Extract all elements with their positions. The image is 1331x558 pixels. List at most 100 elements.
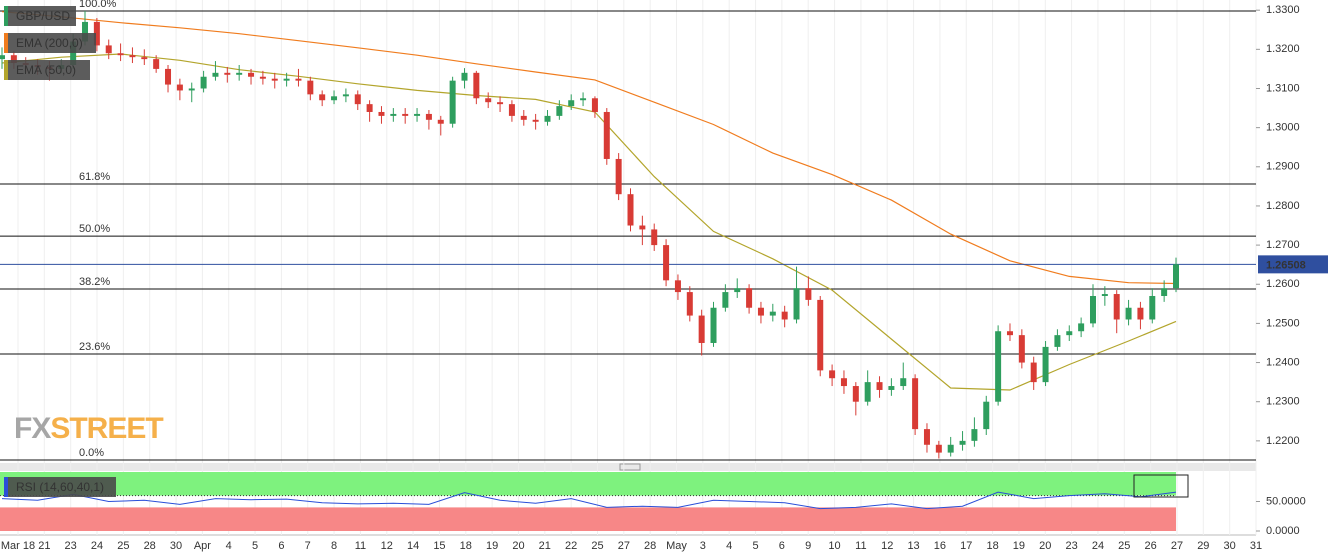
x-tick-label: 23: [65, 540, 77, 552]
candle-body: [580, 98, 587, 101]
fib-label: 0.0%: [79, 447, 104, 459]
candle-body: [1054, 335, 1061, 347]
ema-legend-label: EMA (200,0): [16, 36, 83, 50]
x-tick-label: May: [666, 540, 687, 552]
candle-body: [520, 115, 527, 120]
fib-label: 61.8%: [79, 171, 110, 183]
candle-body: [1137, 307, 1144, 320]
candle-body: [651, 229, 658, 246]
y-tick-label: 1.2500: [1266, 317, 1300, 329]
candle-body: [188, 88, 195, 91]
candle-body: [568, 100, 575, 107]
candle-body: [1161, 288, 1168, 296]
x-tick-label: 23: [1065, 540, 1077, 552]
candle-body: [852, 386, 859, 402]
ema-legend-swatch: [4, 60, 8, 80]
y-tick-label: 1.2400: [1266, 356, 1300, 368]
x-tick-label: 9: [805, 540, 811, 552]
x-tick-label: 11: [355, 540, 366, 552]
candle-body: [129, 55, 136, 58]
pane-handle[interactable]: [619, 463, 641, 471]
candle-body: [117, 53, 124, 56]
y-tick-label: 1.2200: [1266, 435, 1300, 447]
candle-body: [912, 378, 919, 430]
candle-body: [947, 444, 954, 453]
x-tick-label: 7: [305, 540, 311, 552]
x-tick-label: 30: [1224, 540, 1236, 552]
rsi-tick-label: 50.0000: [1266, 495, 1306, 507]
candle-body: [1125, 307, 1132, 320]
candle-body: [200, 76, 207, 89]
candle-body: [900, 378, 907, 387]
candle-body: [93, 21, 100, 46]
x-tick-label: 5: [252, 540, 258, 552]
candle-body: [1030, 362, 1037, 383]
symbol-legend-box[interactable]: [4, 6, 76, 26]
watermark-street: STREET: [50, 412, 163, 445]
symbol-legend-swatch: [4, 6, 8, 26]
candle-body: [176, 84, 183, 91]
x-tick-label: 28: [144, 540, 156, 552]
x-tick-label: 5: [752, 540, 758, 552]
candle-body: [544, 115, 551, 122]
candle-body: [414, 113, 421, 116]
y-tick-label: 1.3100: [1266, 82, 1300, 94]
candle-body: [864, 382, 871, 402]
x-tick-label: 11: [855, 540, 866, 552]
x-tick-label: 25: [591, 540, 603, 552]
x-tick-label: 6: [278, 540, 284, 552]
x-tick-label: 28: [644, 540, 656, 552]
x-tick-label: 30: [170, 540, 182, 552]
candle-body: [0, 55, 5, 60]
candle-body: [497, 102, 504, 105]
x-tick-label: 12: [881, 540, 893, 552]
candle-body: [591, 98, 598, 112]
symbol-legend-label: GBP/USD: [16, 9, 70, 23]
watermark: FXSTREET: [14, 412, 163, 445]
pane-separator: [0, 463, 1256, 471]
candle-body: [212, 72, 219, 77]
candle-body: [935, 444, 942, 453]
candle-body: [307, 80, 314, 95]
candle-body: [876, 382, 883, 390]
x-tick-label: 14: [407, 540, 419, 552]
candle-body: [141, 57, 148, 60]
candle-body: [781, 311, 788, 320]
candle-body: [1101, 294, 1108, 296]
candle-body: [757, 307, 764, 316]
fib-label: 100.0%: [79, 0, 117, 10]
candle-body: [639, 225, 646, 230]
x-tick-label: 12: [381, 540, 393, 552]
y-tick-label: 1.2900: [1266, 161, 1300, 173]
y-tick-label: 1.2800: [1266, 200, 1300, 212]
candle-body: [734, 288, 741, 293]
candle-body: [710, 307, 717, 343]
candle-body: [319, 94, 326, 101]
x-tick-label: Apr: [194, 540, 211, 552]
candle-body: [165, 68, 172, 85]
selection-box: [1133, 474, 1189, 498]
x-tick-label: 15: [433, 540, 445, 552]
x-tick-label: 26: [1145, 540, 1157, 552]
last-price-label: 1.26508: [1266, 259, 1306, 271]
ema-legend-box[interactable]: [4, 33, 96, 53]
candle-body: [674, 280, 681, 293]
candle-body: [615, 158, 622, 195]
candle-body: [437, 119, 444, 124]
ema-legend-box[interactable]: [4, 60, 90, 80]
candle-body: [923, 429, 930, 445]
ema-line: [1, 11, 1177, 285]
candle-body: [473, 72, 480, 99]
ema-legend-label: EMA (50,0): [16, 63, 76, 77]
x-tick-label: 21: [539, 540, 551, 552]
candle-body: [153, 59, 160, 69]
rsi-legend-box[interactable]: [4, 477, 116, 497]
candle-body: [888, 386, 895, 390]
x-tick-label: 24: [91, 540, 103, 552]
y-tick-label: 1.3000: [1266, 122, 1300, 134]
candle-body: [485, 98, 492, 103]
x-tick-label: 8: [331, 540, 337, 552]
rsi-tick-label: 0.0000: [1266, 525, 1300, 537]
candle-body: [1006, 331, 1013, 336]
rsi-legend-swatch: [4, 477, 8, 497]
